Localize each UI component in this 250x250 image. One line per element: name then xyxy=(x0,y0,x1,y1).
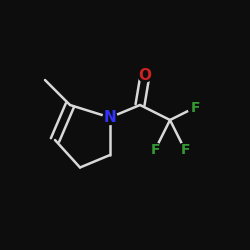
Circle shape xyxy=(148,143,162,157)
Circle shape xyxy=(178,143,192,157)
Circle shape xyxy=(138,68,152,82)
Text: O: O xyxy=(138,68,151,82)
Text: N: N xyxy=(104,110,117,125)
Circle shape xyxy=(103,110,117,124)
Text: F: F xyxy=(150,143,160,157)
Text: F: F xyxy=(190,100,200,114)
Text: F: F xyxy=(180,143,190,157)
Circle shape xyxy=(188,100,202,114)
